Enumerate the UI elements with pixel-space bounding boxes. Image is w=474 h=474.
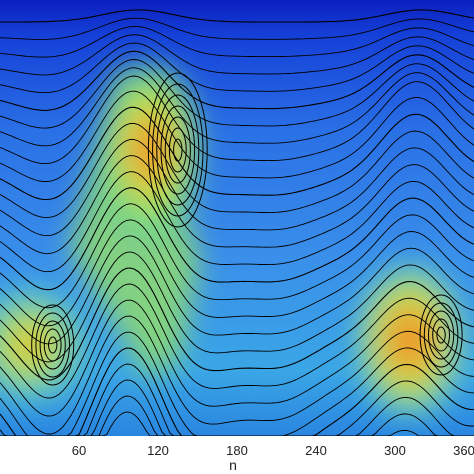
contour-line (0, 90, 474, 182)
contour-ring (35, 312, 70, 378)
contour-line (0, 34, 474, 76)
contour-ring (39, 320, 66, 370)
x-axis-label: n (229, 457, 237, 473)
contour-line (0, 379, 474, 436)
contour-ring (419, 294, 463, 376)
contour-line (0, 155, 474, 255)
x-tick-label: 180 (226, 443, 248, 458)
contour-line (0, 75, 474, 165)
contour-line (0, 50, 474, 111)
contour-line (0, 219, 474, 327)
contour-ring (31, 304, 75, 386)
contour-line (0, 139, 474, 237)
contour-line (0, 363, 474, 436)
contour-line (0, 395, 474, 436)
contour-line (0, 299, 474, 417)
contour-line (0, 59, 474, 129)
contour-line (0, 42, 474, 94)
contour-ring (436, 326, 446, 344)
contour-ring (43, 328, 62, 362)
contour-ring (168, 127, 187, 173)
contour-line (0, 411, 474, 436)
contour-line (0, 187, 474, 291)
contour-line (0, 106, 474, 201)
contour-line (0, 315, 474, 435)
contour-line (0, 122, 474, 219)
contour-ring (173, 138, 183, 162)
field-right-peak (350, 255, 470, 425)
contour-line (0, 171, 474, 273)
x-tick-label: 300 (384, 443, 406, 458)
contour-ring (160, 105, 196, 195)
contour-line (0, 17, 474, 40)
contour-line (0, 9, 474, 23)
contour-line (0, 26, 474, 58)
contour-line (0, 331, 474, 436)
contour-ring (164, 116, 191, 184)
contour-line (0, 235, 474, 345)
x-axis: 60 120 180 240 300 360 (72, 443, 474, 458)
field-main-peak (95, 55, 205, 245)
field-left-peak (0, 275, 100, 415)
contour-ring (156, 94, 200, 206)
contour-line (0, 283, 474, 399)
x-tick-label: 360 (453, 443, 474, 458)
contour-line (0, 251, 474, 363)
contour-ring (423, 302, 459, 368)
plot-area (0, 0, 474, 436)
contour-ring (432, 318, 451, 352)
contour-ring (428, 310, 455, 360)
contour-line (0, 67, 474, 147)
contour-ring (152, 83, 204, 217)
color-field-highlights (0, 55, 470, 425)
x-tick-label: 120 (147, 443, 169, 458)
x-tick-label: 240 (305, 443, 327, 458)
contour-line (0, 347, 474, 436)
contour-line (0, 203, 474, 309)
contour-ring (48, 336, 58, 354)
contour-line (0, 267, 474, 381)
contour-lines (0, 9, 474, 436)
x-tick-label: 60 (72, 443, 86, 458)
contour-ring (147, 72, 208, 228)
